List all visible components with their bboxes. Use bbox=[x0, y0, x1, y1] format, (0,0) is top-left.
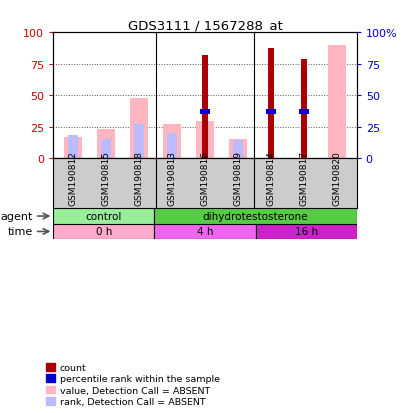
Bar bbox=[267, 50, 273, 159]
Bar bbox=[101, 140, 111, 159]
Bar bbox=[154, 224, 255, 240]
Bar bbox=[162, 125, 181, 159]
Bar bbox=[130, 98, 148, 159]
Text: dihydrotestosterone: dihydrotestosterone bbox=[202, 211, 308, 221]
Bar bbox=[327, 45, 345, 159]
Bar bbox=[64, 137, 82, 159]
Text: 16 h: 16 h bbox=[294, 227, 317, 237]
Bar bbox=[265, 110, 275, 114]
Bar bbox=[200, 110, 209, 114]
Bar bbox=[68, 136, 78, 159]
Bar bbox=[134, 125, 144, 159]
Bar bbox=[202, 56, 207, 159]
Bar bbox=[166, 133, 177, 159]
Text: 4 h: 4 h bbox=[196, 227, 213, 237]
Bar bbox=[232, 141, 243, 159]
Bar bbox=[299, 110, 308, 114]
Text: control: control bbox=[85, 211, 122, 221]
Bar bbox=[53, 209, 154, 224]
Bar bbox=[228, 140, 247, 159]
Bar bbox=[255, 224, 356, 240]
Bar bbox=[97, 130, 115, 159]
Bar bbox=[196, 122, 213, 159]
Bar bbox=[154, 209, 356, 224]
Bar bbox=[300, 59, 306, 159]
Bar bbox=[53, 224, 154, 240]
Text: agent: agent bbox=[1, 211, 33, 221]
Text: time: time bbox=[8, 227, 33, 237]
Text: 0 h: 0 h bbox=[95, 227, 112, 237]
Legend: count, percentile rank within the sample, value, Detection Call = ABSENT, rank, : count, percentile rank within the sample… bbox=[46, 363, 219, 406]
Title: GDS3111 / 1567288_at: GDS3111 / 1567288_at bbox=[127, 19, 282, 32]
